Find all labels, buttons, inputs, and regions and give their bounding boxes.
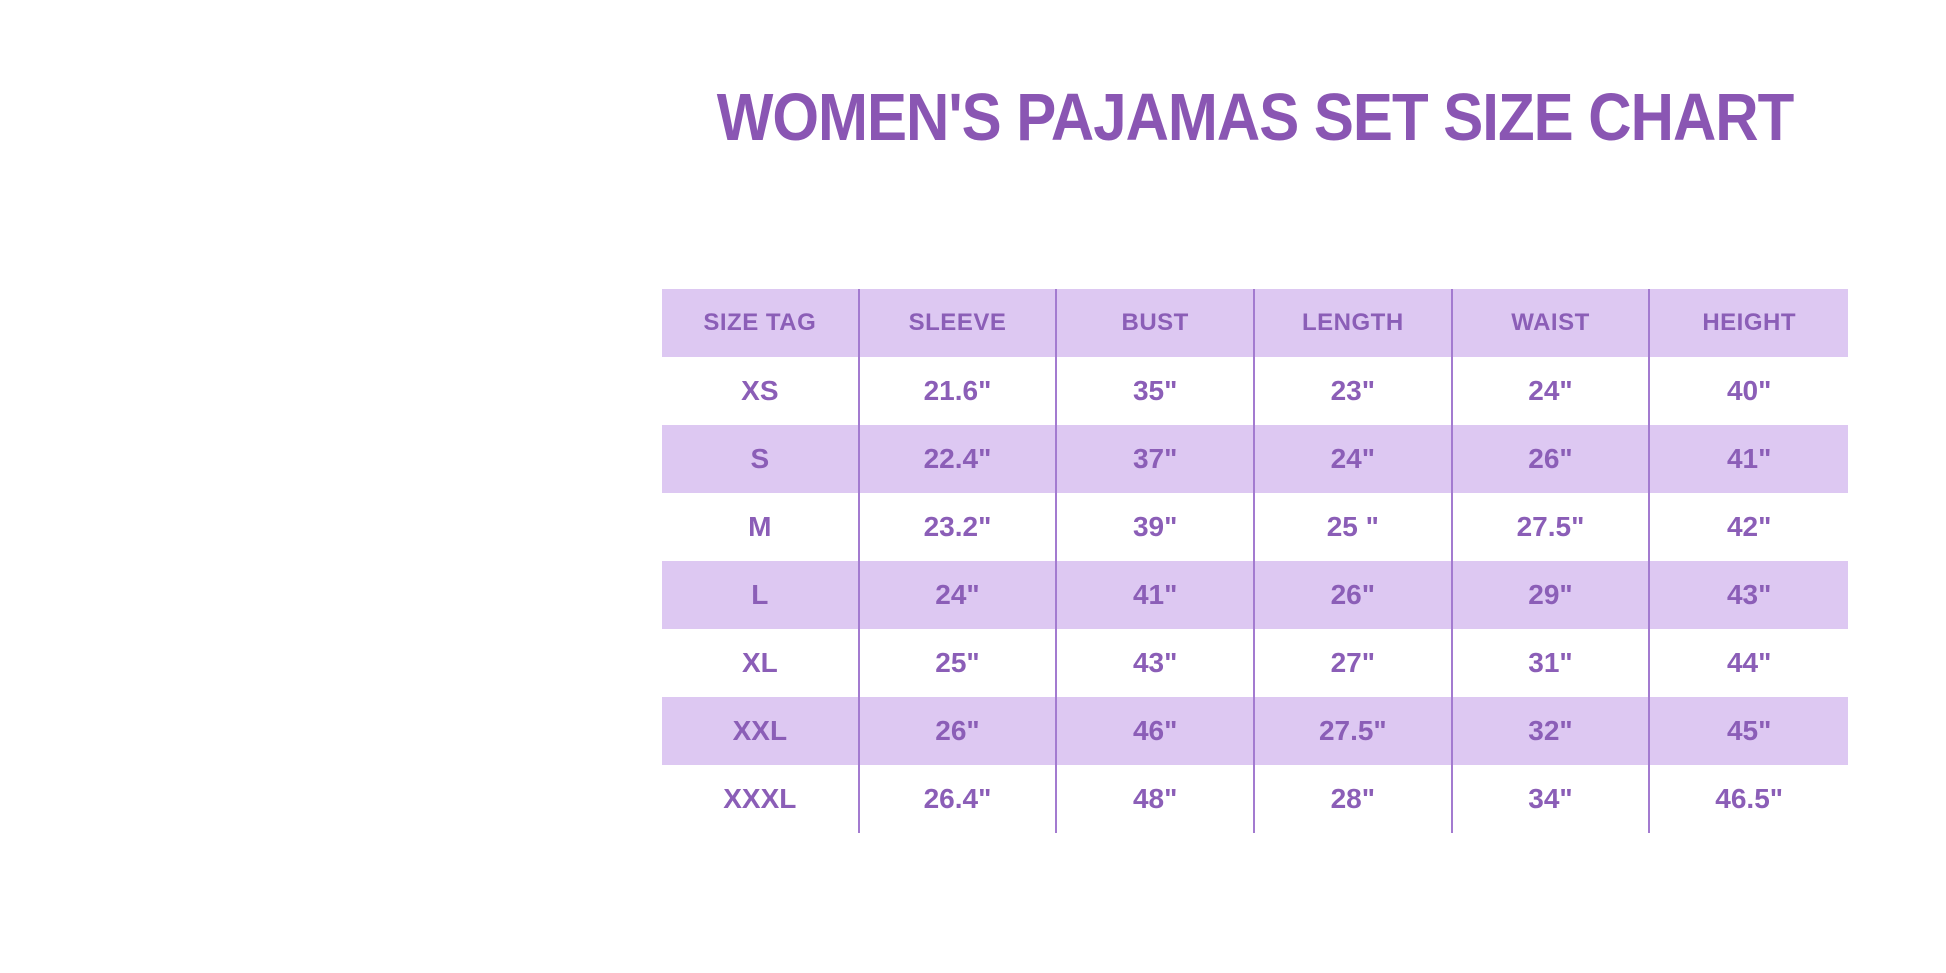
value-cell-sleeve: 24" (860, 561, 1058, 629)
value-cell-bust: 48" (1057, 765, 1255, 833)
header-cell-sleeve: SLEEVE (860, 289, 1058, 357)
value-cell-length: 23" (1255, 357, 1453, 425)
value-cell-height: 45" (1726, 715, 1772, 746)
value-cell-sleeve: 25" (860, 629, 1058, 697)
header-cell-bust: BUST (1057, 289, 1255, 357)
size-tag-cell: M (662, 493, 860, 561)
table-rows: XS 21.6" 35" 23" 24" 40" S 22.4" 37" 24" 26" 41" M 23… (662, 357, 1848, 833)
size-tag-cell: XXXL (662, 765, 860, 833)
value-cell-height: 43" (1726, 579, 1772, 610)
value-cell-bust: 35" (1057, 357, 1255, 425)
value-cell-waist: 27.5" (1453, 493, 1651, 561)
header-cell-length: LENGTH (1255, 289, 1453, 357)
value-cell-waist: 32" (1453, 697, 1651, 765)
size-chart-table: SIZE TAG SLEEVE BUST LENGTH WAIST HEIGHT XS 21… (662, 289, 1848, 833)
value-cell-sleeve: 26" (860, 697, 1058, 765)
value-cell-height: 42" (1726, 511, 1772, 542)
value-cell-waist: 34" (1453, 765, 1651, 833)
table-row-m: M 23.2" 39" 25 " 27.5" 42" (662, 493, 1848, 561)
value-cell-height: 40" (1726, 375, 1772, 406)
size-tag-cell: XL (662, 629, 860, 697)
table-row-xl: XL 25" 43" 27" 31" 44" (662, 629, 1848, 697)
header-cell-height: HEIGHT (1702, 309, 1796, 336)
value-cell-sleeve: 21.6" (860, 357, 1058, 425)
value-cell-waist: 31" (1453, 629, 1651, 697)
value-cell-length: 24" (1255, 425, 1453, 493)
value-cell-waist: 29" (1453, 561, 1651, 629)
table-row-xxl: XXL 26" 46" 27.5" 32" 45" (662, 697, 1848, 765)
value-cell-bust: 41" (1057, 561, 1255, 629)
value-cell-sleeve: 22.4" (860, 425, 1058, 493)
table-header-row: SIZE TAG SLEEVE BUST LENGTH WAIST HEIGHT (662, 289, 1848, 357)
value-cell-length: 26" (1255, 561, 1453, 629)
table-row-s: S 22.4" 37" 24" 26" 41" (662, 425, 1848, 493)
value-cell-bust: 43" (1057, 629, 1255, 697)
value-cell-waist: 24" (1453, 357, 1651, 425)
value-cell-bust: 39" (1057, 493, 1255, 561)
value-cell-waist: 26" (1453, 425, 1651, 493)
value-cell-length: 27" (1255, 629, 1453, 697)
table-row-xs: XS 21.6" 35" 23" 24" 40" (662, 357, 1848, 425)
table-row-l: L 24" 41" 26" 29" 43" (662, 561, 1848, 629)
value-cell-height: 41" (1726, 443, 1772, 474)
size-tag-cell: XS (662, 357, 860, 425)
value-cell-length: 27.5" (1255, 697, 1453, 765)
value-cell-sleeve: 26.4" (860, 765, 1058, 833)
header-cell-size-tag: SIZE TAG (662, 289, 860, 357)
value-cell-bust: 46" (1057, 697, 1255, 765)
table-row-xxxl: XXXL 26.4" 48" 28" 34" 46.5" (662, 765, 1848, 833)
value-cell-height: 46.5" (1715, 783, 1784, 814)
value-cell-length: 28" (1255, 765, 1453, 833)
page-title: WOMEN'S PAJAMAS SET SIZE CHART (716, 79, 1795, 155)
value-cell-length: 25 " (1255, 493, 1453, 561)
size-tag-cell: S (662, 425, 860, 493)
value-cell-height: 44" (1726, 647, 1772, 678)
value-cell-bust: 37" (1057, 425, 1255, 493)
value-cell-sleeve: 23.2" (860, 493, 1058, 561)
size-tag-cell: L (662, 561, 860, 629)
header-cell-waist: WAIST (1453, 289, 1651, 357)
size-tag-cell: XXL (662, 697, 860, 765)
